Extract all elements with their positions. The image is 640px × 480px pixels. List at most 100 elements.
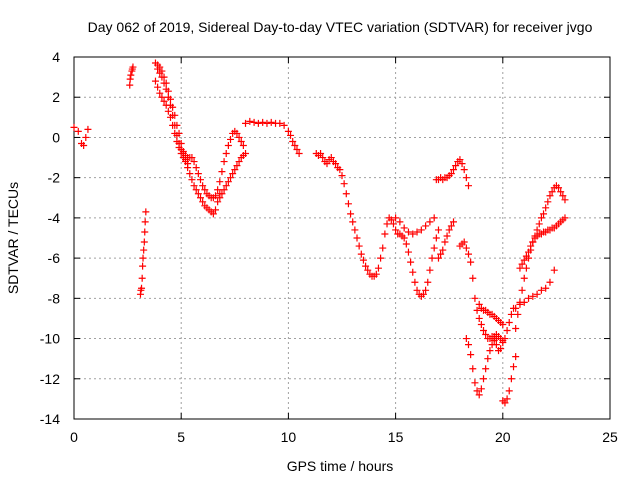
x-tick-label: 15 <box>388 429 404 445</box>
data-point <box>557 188 565 196</box>
data-point <box>374 264 382 272</box>
y-tick-label: 0 <box>52 129 60 145</box>
data-point <box>218 190 226 198</box>
data-point <box>434 226 442 234</box>
data-point <box>377 254 385 262</box>
data-point <box>224 178 232 186</box>
data-point <box>430 214 438 222</box>
data-point <box>276 119 284 127</box>
data-point <box>212 192 220 200</box>
data-point <box>456 156 464 164</box>
data-point <box>460 238 468 246</box>
data-point <box>497 345 505 353</box>
data-point <box>190 158 198 166</box>
data-point <box>142 208 150 216</box>
data-point <box>522 264 530 272</box>
data-point <box>80 141 88 149</box>
data-point <box>441 238 449 246</box>
data-point <box>233 162 241 170</box>
data-point <box>319 154 327 162</box>
data-point <box>419 290 427 298</box>
data-point <box>349 218 357 226</box>
data-point <box>284 127 292 135</box>
data-point <box>480 375 488 383</box>
data-point <box>404 228 412 236</box>
data-point <box>467 351 475 359</box>
data-point <box>381 230 389 238</box>
data-point <box>514 310 522 318</box>
y-tick-label: -14 <box>40 411 60 427</box>
y-tick-label: 2 <box>52 89 60 105</box>
data-point <box>537 214 545 222</box>
plot-frame <box>73 56 611 420</box>
data-point <box>443 232 451 240</box>
data-point <box>347 210 355 218</box>
x-tick-label: 10 <box>281 429 297 445</box>
data-point <box>499 339 507 347</box>
data-point <box>177 150 185 158</box>
data-point <box>139 262 147 270</box>
data-point <box>544 198 552 206</box>
data-point <box>239 141 247 149</box>
data-point <box>516 264 524 272</box>
data-point <box>501 399 509 407</box>
data-point <box>413 228 421 236</box>
data-point <box>138 274 146 282</box>
data-point <box>126 75 134 83</box>
data-point <box>516 300 524 308</box>
data-point <box>503 395 511 403</box>
data-point <box>126 81 134 89</box>
data-point <box>216 178 224 186</box>
data-point <box>484 355 492 363</box>
data-point <box>462 335 470 343</box>
data-point <box>250 118 258 126</box>
y-tick-label: -2 <box>48 170 61 186</box>
data-point <box>428 254 436 262</box>
data-point <box>212 206 220 214</box>
data-point <box>289 137 297 145</box>
data-point <box>199 182 207 190</box>
data-point <box>179 154 187 162</box>
data-point <box>231 166 239 174</box>
data-point <box>480 327 488 335</box>
x-axis-label: GPS time / hours <box>287 458 394 474</box>
data-point <box>475 300 483 308</box>
data-point <box>522 252 530 260</box>
data-point <box>317 150 325 158</box>
data-point <box>477 385 485 393</box>
chart-title: Day 062 of 2019, Sidereal Day-to-day VTE… <box>88 19 593 35</box>
data-point <box>471 294 479 302</box>
data-point <box>344 200 352 208</box>
data-point <box>379 244 387 252</box>
data-point <box>464 341 472 349</box>
data-point <box>469 274 477 282</box>
data-point <box>332 160 340 168</box>
data-point <box>156 89 164 97</box>
data-point <box>160 97 168 105</box>
data-point <box>338 172 346 180</box>
data-point <box>139 254 147 262</box>
data-point <box>520 256 528 264</box>
data-point <box>426 266 434 274</box>
data-point <box>434 254 442 262</box>
data-point <box>242 150 250 158</box>
data-point <box>490 335 498 343</box>
data-point <box>214 198 222 206</box>
data-point <box>529 292 537 300</box>
data-point <box>160 79 168 87</box>
data-point <box>254 119 262 127</box>
data-point <box>127 71 135 79</box>
data-point <box>154 83 162 91</box>
data-point <box>458 160 466 168</box>
data-point <box>477 320 485 328</box>
data-point <box>280 121 288 129</box>
data-point <box>501 335 509 343</box>
data-point <box>362 262 370 270</box>
data-point <box>233 129 241 137</box>
data-point <box>188 176 196 184</box>
data-point <box>199 198 207 206</box>
data-point <box>449 218 457 226</box>
data-point <box>340 180 348 188</box>
data-point <box>220 158 228 166</box>
data-point <box>447 170 455 178</box>
